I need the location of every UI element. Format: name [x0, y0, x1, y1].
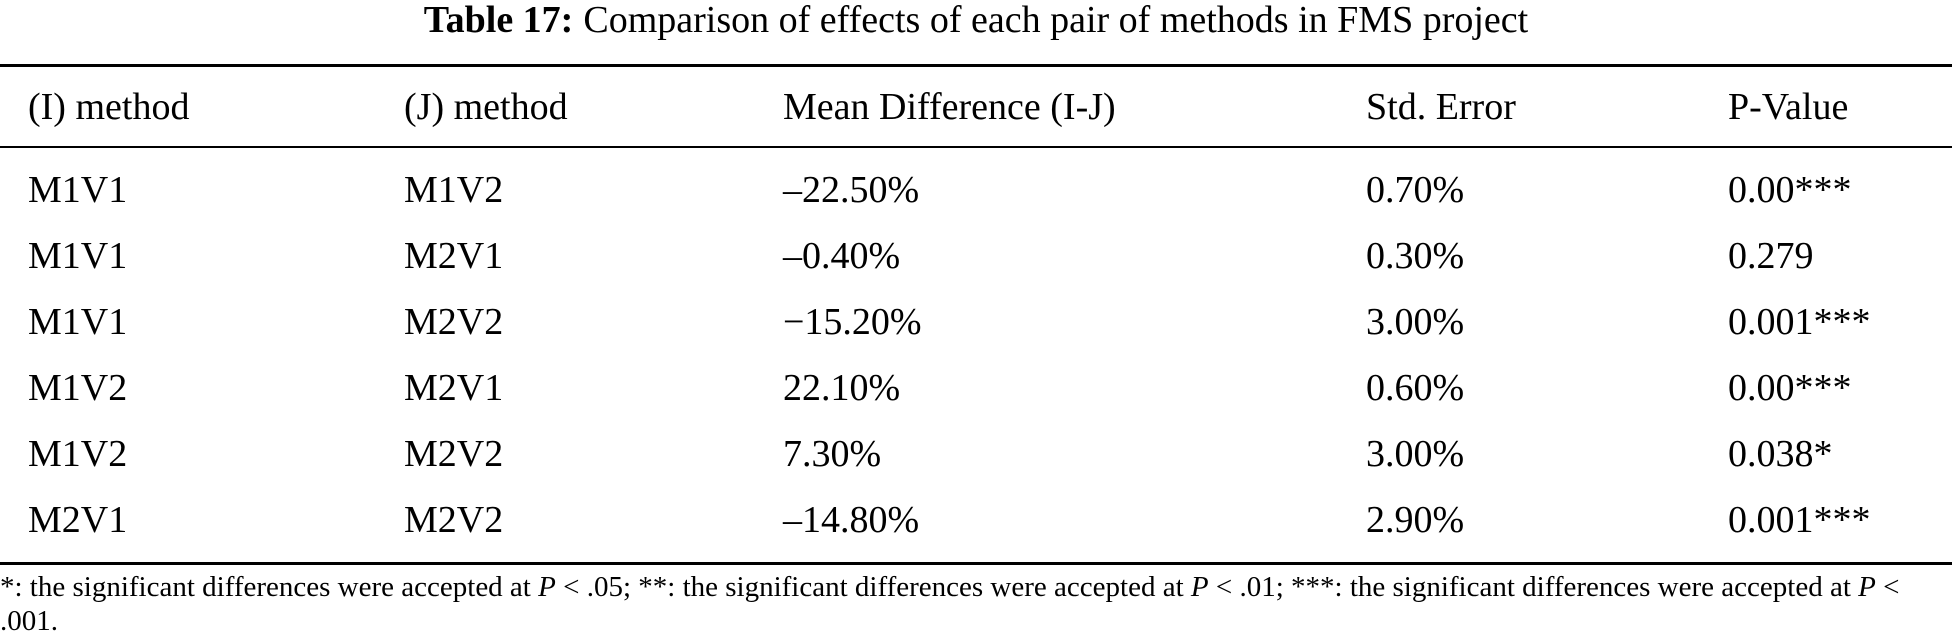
cell-mean-difference: –14.80%	[783, 499, 920, 541]
table-caption: Table 17: Comparison of effects of each p…	[0, 0, 1952, 40]
cell-j-method: M1V2	[404, 169, 504, 211]
table-row: M1V1 M2V2 −15.20% 3.00% 0.001***	[0, 292, 1952, 352]
cell-std-error: 0.70%	[1366, 169, 1465, 211]
cell-i-method: M1V2	[28, 433, 128, 475]
footnote-text: < .01; ***: the significant differences …	[1208, 571, 1859, 603]
cell-std-error: 3.00%	[1366, 433, 1465, 475]
cell-std-error: 2.90%	[1366, 499, 1465, 541]
column-header-mean-difference: Mean Difference (I-J)	[783, 86, 1116, 128]
footnote-text: < .001.	[0, 571, 1900, 637]
cell-std-error: 0.30%	[1366, 235, 1465, 277]
cell-p-value: 0.00***	[1728, 367, 1852, 409]
cell-std-error: 3.00%	[1366, 301, 1465, 343]
table-caption-label: Table 17:	[423, 0, 574, 41]
cell-mean-difference: –0.40%	[783, 235, 901, 277]
cell-mean-difference: 22.10%	[783, 367, 901, 409]
cell-mean-difference: 7.30%	[783, 433, 882, 475]
table-row: M2V1 M2V2 –14.80% 2.90% 0.001***	[0, 490, 1952, 550]
cell-mean-difference: −15.20%	[783, 301, 922, 343]
cell-p-value: 0.001***	[1728, 301, 1871, 343]
table-footnote: *: the significant differences were acce…	[0, 570, 1952, 638]
cell-j-method: M2V2	[404, 433, 504, 475]
table-row: M1V1 M1V2 –22.50% 0.70% 0.00***	[0, 160, 1952, 220]
column-header-j-method: (J) method	[404, 86, 568, 128]
table-row: M1V1 M2V1 –0.40% 0.30% 0.279	[0, 226, 1952, 286]
cell-std-error: 0.60%	[1366, 367, 1465, 409]
table-row: M1V2 M2V2 7.30% 3.00% 0.038*	[0, 424, 1952, 484]
cell-p-value: 0.001***	[1728, 499, 1871, 541]
cell-mean-difference: –22.50%	[783, 169, 920, 211]
cell-j-method: M2V2	[404, 499, 504, 541]
column-header-std-error: Std. Error	[1366, 86, 1516, 128]
cell-i-method: M1V1	[28, 169, 128, 211]
footnote-p-symbol: P	[538, 571, 556, 603]
footnote-p-symbol: P	[1858, 571, 1876, 603]
cell-p-value: 0.00***	[1728, 169, 1852, 211]
footnote-text: < .05; **: the significant differences w…	[555, 571, 1191, 603]
cell-j-method: M2V1	[404, 367, 504, 409]
table-top-rule	[0, 64, 1952, 67]
table-caption-text: Comparison of effects of each pair of me…	[583, 0, 1529, 41]
cell-j-method: M2V2	[404, 301, 504, 343]
table-header-rule	[0, 146, 1952, 148]
cell-j-method: M2V1	[404, 235, 504, 277]
cell-i-method: M1V1	[28, 301, 128, 343]
table-row: M1V2 M2V1 22.10% 0.60% 0.00***	[0, 358, 1952, 418]
footnote-text: *: the significant differences were acce…	[0, 571, 539, 603]
cell-p-value: 0.038*	[1728, 433, 1833, 475]
cell-i-method: M1V2	[28, 367, 128, 409]
cell-p-value: 0.279	[1728, 235, 1814, 277]
column-header-p-value: P-Value	[1728, 86, 1849, 128]
column-header-i-method: (I) method	[28, 86, 190, 128]
table-bottom-rule	[0, 562, 1952, 565]
table-header-row: (I) method (J) method Mean Difference (I…	[0, 77, 1952, 137]
cell-i-method: M1V1	[28, 235, 128, 277]
footnote-p-symbol: P	[1190, 571, 1209, 603]
cell-i-method: M2V1	[28, 499, 128, 541]
